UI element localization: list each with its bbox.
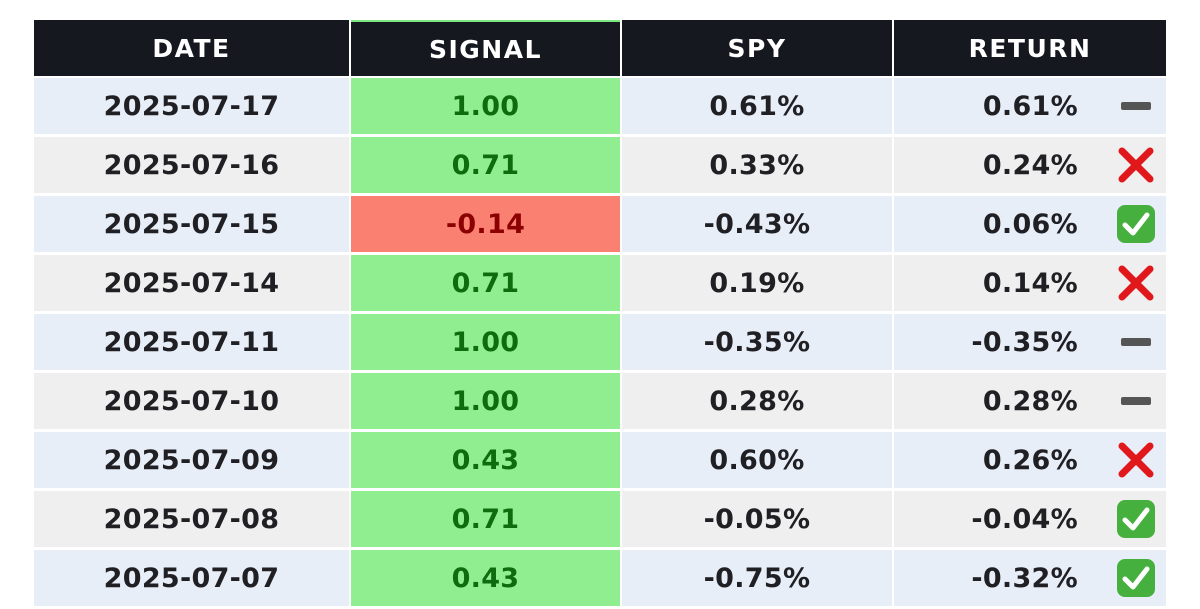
signal-cell: 1.00 — [351, 314, 620, 370]
date-cell: 2025-07-08 — [34, 491, 349, 547]
spy-cell: 0.61% — [622, 78, 892, 134]
signal-cell: 0.71 — [351, 137, 620, 193]
signal-cell: 1.00 — [351, 373, 620, 429]
table-row: 2025-07-10 1.00 0.28% 0.28% — [34, 373, 1166, 429]
return-value: -0.32% — [971, 562, 1078, 594]
table-row: 2025-07-16 0.71 0.33% 0.24% — [34, 137, 1166, 193]
column-header-date: DATE — [34, 20, 349, 76]
return-value: -0.35% — [971, 326, 1078, 358]
column-header-spy: SPY — [622, 20, 892, 76]
spy-cell: 0.19% — [622, 255, 892, 311]
date-cell: 2025-07-14 — [34, 255, 349, 311]
spy-cell: -0.35% — [622, 314, 892, 370]
table-row: 2025-07-14 0.71 0.19% 0.14% — [34, 255, 1166, 311]
return-cell: 0.28% — [894, 373, 1166, 429]
return-cell: -0.32% — [894, 550, 1166, 606]
return-value: 0.61% — [982, 90, 1078, 122]
table-row: 2025-07-07 0.43 -0.75% -0.32% — [34, 550, 1166, 606]
date-cell: 2025-07-10 — [34, 373, 349, 429]
return-cell: 0.14% — [894, 255, 1166, 311]
return-value: 0.26% — [982, 444, 1078, 476]
table-row: 2025-07-08 0.71 -0.05% -0.04% — [34, 491, 1166, 547]
return-cell: 0.61% — [894, 78, 1166, 134]
date-cell: 2025-07-17 — [34, 78, 349, 134]
signal-table: DATE SIGNAL SPY RETURN 2025-07-17 1.00 0.6… — [34, 20, 1166, 609]
return-value: 0.24% — [982, 149, 1078, 181]
date-cell: 2025-07-09 — [34, 432, 349, 488]
cross-icon — [1114, 438, 1158, 482]
return-cell: -0.35% — [894, 314, 1166, 370]
signal-cell: 1.00 — [351, 78, 620, 134]
return-cell: 0.06% — [894, 196, 1166, 252]
table-row: 2025-07-15 -0.14 -0.43% 0.06% — [34, 196, 1166, 252]
signal-cell: -0.14 — [351, 196, 620, 252]
table-row: 2025-07-17 1.00 0.61% 0.61% — [34, 78, 1166, 134]
spy-cell: 0.33% — [622, 137, 892, 193]
signal-cell: 0.43 — [351, 432, 620, 488]
date-cell: 2025-07-11 — [34, 314, 349, 370]
dash-icon — [1114, 320, 1158, 364]
spy-cell: -0.05% — [622, 491, 892, 547]
date-cell: 2025-07-07 — [34, 550, 349, 606]
return-value: 0.28% — [982, 385, 1078, 417]
column-header-return: RETURN — [894, 20, 1166, 76]
signal-cell: 0.71 — [351, 255, 620, 311]
date-cell: 2025-07-15 — [34, 196, 349, 252]
return-cell: 0.24% — [894, 137, 1166, 193]
return-value: 0.06% — [982, 208, 1078, 240]
return-cell: -0.04% — [894, 491, 1166, 547]
return-value: 0.14% — [982, 267, 1078, 299]
return-value: -0.04% — [971, 503, 1078, 535]
check-icon — [1114, 497, 1158, 541]
spy-cell: -0.43% — [622, 196, 892, 252]
check-icon — [1114, 556, 1158, 600]
dash-icon — [1114, 84, 1158, 128]
column-header-signal: SIGNAL — [351, 20, 620, 76]
return-cell: 0.26% — [894, 432, 1166, 488]
check-icon — [1114, 202, 1158, 246]
date-cell: 2025-07-16 — [34, 137, 349, 193]
spy-cell: -0.75% — [622, 550, 892, 606]
table-row: 2025-07-09 0.43 0.60% 0.26% — [34, 432, 1166, 488]
table-row: 2025-07-11 1.00 -0.35% -0.35% — [34, 314, 1166, 370]
spy-cell: 0.28% — [622, 373, 892, 429]
dash-icon — [1114, 379, 1158, 423]
signal-cell: 0.71 — [351, 491, 620, 547]
table-body: 2025-07-17 1.00 0.61% 0.61% 2025-07-16 0.71 0.… — [34, 78, 1166, 606]
table-header: DATE SIGNAL SPY RETURN — [34, 20, 1166, 76]
signal-cell: 0.43 — [351, 550, 620, 606]
cross-icon — [1114, 261, 1158, 305]
spy-cell: 0.60% — [622, 432, 892, 488]
cross-icon — [1114, 143, 1158, 187]
